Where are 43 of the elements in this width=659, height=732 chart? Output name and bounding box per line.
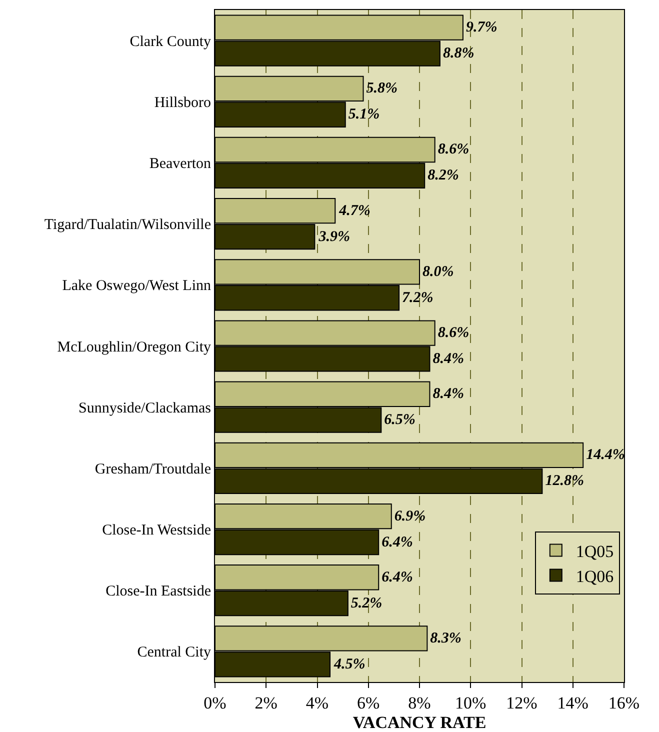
- y-tick-label: Close-In Eastside: [106, 584, 212, 600]
- data-label: 5.1%: [348, 106, 380, 123]
- x-tick-label: 6%: [357, 693, 380, 712]
- x-tick-label: 2%: [254, 693, 278, 712]
- data-label: 8.3%: [430, 630, 462, 646]
- y-tick-label: Sunnyside/Clackamas: [78, 400, 212, 416]
- y-tick-label: McLoughlin/Oregon City: [57, 339, 212, 356]
- data-label: 14.4%: [586, 447, 625, 464]
- data-label: 8.4%: [432, 350, 464, 367]
- y-tick-label: Beaverton: [149, 156, 212, 172]
- y-tick-label: Hillsboro: [154, 94, 211, 111]
- data-label: 7.2%: [402, 290, 434, 306]
- y-tick-label: Tigard/Tualatin/Wilsonville: [44, 217, 212, 234]
- data-label: 6.5%: [384, 412, 416, 428]
- x-tick-label: 14%: [557, 693, 588, 712]
- legend-label: 1Q05: [576, 542, 614, 561]
- x-axis-title: VACANCY RATE: [352, 712, 486, 732]
- legend-label: 1Q06: [576, 566, 614, 586]
- x-tick-label: 0%: [204, 693, 226, 712]
- data-label: 5.2%: [350, 595, 382, 612]
- data-label: 8.6%: [438, 325, 470, 342]
- data-label: 8.0%: [422, 264, 454, 280]
- x-tick-label: 10%: [455, 693, 486, 712]
- data-label: 8.2%: [428, 168, 459, 184]
- y-tick-label: Clark County: [130, 34, 212, 50]
- y-tick-label: Central City: [137, 644, 212, 661]
- x-tick-label: 8%: [408, 693, 431, 712]
- data-label: 8.6%: [438, 142, 470, 158]
- data-label: 5.8%: [366, 80, 398, 97]
- data-label: 4.5%: [333, 656, 366, 672]
- data-label: 6.9%: [394, 508, 426, 524]
- data-label: 8.8%: [442, 46, 474, 62]
- y-tick-label: Close-In Westside: [102, 522, 212, 539]
- data-label: 6.4%: [382, 569, 413, 586]
- x-tick-label: 12%: [506, 693, 538, 712]
- y-tick-label: Lake Oswego/West Linn: [62, 278, 212, 294]
- data-label: 6.4%: [382, 534, 413, 550]
- y-tick-label: Gresham/Troutdale: [94, 461, 212, 478]
- data-label: 9.7%: [466, 20, 498, 36]
- x-tick-label: 16%: [608, 693, 640, 712]
- data-label: 3.9%: [318, 228, 350, 245]
- x-tick-label: 4%: [306, 693, 329, 712]
- data-label: 8.4%: [432, 386, 464, 402]
